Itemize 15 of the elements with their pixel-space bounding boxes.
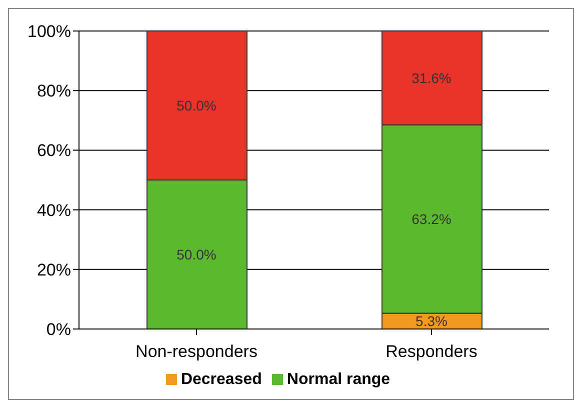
data-label: 50.0% — [176, 98, 216, 114]
y-tick-label: 80% — [36, 82, 71, 101]
legend-label: Normal range — [286, 371, 390, 388]
y-tick-label: 20% — [36, 260, 71, 280]
legend-label: Decreased — [180, 371, 262, 388]
y-tick-label: 40% — [36, 200, 71, 220]
x-tick-label: Non-responders — [136, 342, 258, 362]
data-label: 5.3% — [416, 313, 448, 330]
data-label: 31.6% — [412, 70, 452, 86]
data-label: 63.2% — [412, 211, 452, 228]
data-label: 50.0% — [176, 246, 216, 262]
y-tick-label: 60% — [36, 141, 71, 160]
y-tick-label: 0% — [46, 320, 71, 340]
x-tick-label: Responders — [386, 342, 478, 362]
y-tick-label: 100% — [28, 22, 71, 42]
